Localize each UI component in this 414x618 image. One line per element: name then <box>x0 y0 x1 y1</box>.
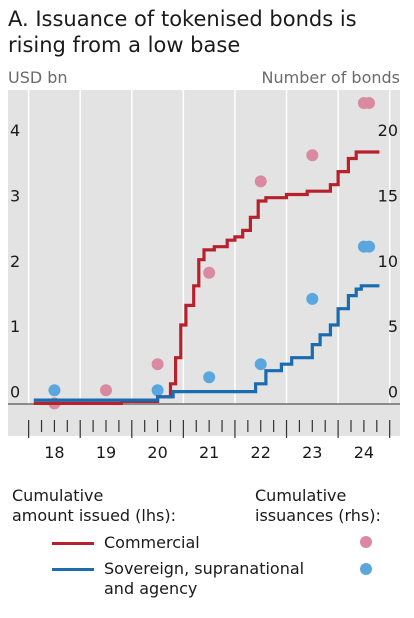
right-tick-label: 5 <box>388 317 398 336</box>
right-tick-label: 15 <box>378 187 398 206</box>
legend-commercial-line-swatch <box>52 542 94 545</box>
right-tick-label: 10 <box>378 252 398 271</box>
legend-lhs-heading: Cumulative amount issued (lhs): <box>12 486 176 526</box>
legend-rhs-heading-line-2: issuances (rhs): <box>255 506 381 525</box>
legend-commercial-dot <box>360 536 372 548</box>
right-tick-label: 20 <box>378 121 398 140</box>
plot-background <box>8 90 400 436</box>
legend-rhs-heading: Cumulative issuances (rhs): <box>255 486 381 526</box>
x-tick-label: 21 <box>199 443 219 460</box>
commercial-line <box>33 150 380 405</box>
sovereign-dot <box>363 240 376 253</box>
legend-sovereign-label: Sovereign, supranational and agency <box>104 559 304 599</box>
left-tick-label: 2 <box>10 252 20 271</box>
commercial-dot <box>363 97 376 110</box>
commercial-dot <box>306 149 319 162</box>
legend-sovereign-label-line-2: and agency <box>104 579 198 598</box>
legend-lhs-heading-line-1: Cumulative <box>12 486 104 505</box>
left-tick-label: 0 <box>10 382 20 401</box>
x-tick-label: 24 <box>354 443 374 460</box>
left-tick-label: 3 <box>10 187 20 206</box>
commercial-dot <box>254 175 267 188</box>
x-tick-label: 18 <box>44 443 64 460</box>
chart-title-line-1: A. Issuance of tokenised bonds is <box>8 7 357 31</box>
sovereign-line <box>33 284 380 402</box>
chart-title-line-2: rising from a low base <box>8 33 241 57</box>
left-axis-unit-label: USD bn <box>8 68 68 87</box>
chart-title: A. Issuance of tokenised bonds is rising… <box>8 6 408 58</box>
sovereign-dot <box>306 292 319 305</box>
right-tick-label: 0 <box>388 382 398 401</box>
legend-sovereign-dot <box>360 563 372 575</box>
sovereign-dot <box>151 384 164 397</box>
x-tick-label: 23 <box>302 443 322 460</box>
legend-sovereign-label-line-1: Sovereign, supranational <box>104 559 305 578</box>
legend-commercial-label: Commercial <box>104 533 200 552</box>
left-tick-label: 1 <box>10 317 20 336</box>
legend-sovereign-line-swatch <box>52 568 94 571</box>
left-tick-label: 4 <box>10 121 20 140</box>
x-tick-label: 22 <box>251 443 271 460</box>
commercial-dot <box>100 384 112 397</box>
sovereign-dot <box>254 358 267 371</box>
commercial-dot <box>203 266 216 279</box>
legend-rhs-heading-line-1: Cumulative <box>255 486 347 505</box>
x-tick-label: 20 <box>147 443 167 460</box>
sovereign-dot <box>48 384 61 397</box>
x-tick-label: 19 <box>96 443 116 460</box>
commercial-dot <box>151 358 164 371</box>
right-axis-unit-label: Number of bonds <box>261 68 400 87</box>
legend-lhs-heading-line-2: amount issued (lhs): <box>12 506 176 525</box>
sovereign-dot <box>203 371 216 384</box>
